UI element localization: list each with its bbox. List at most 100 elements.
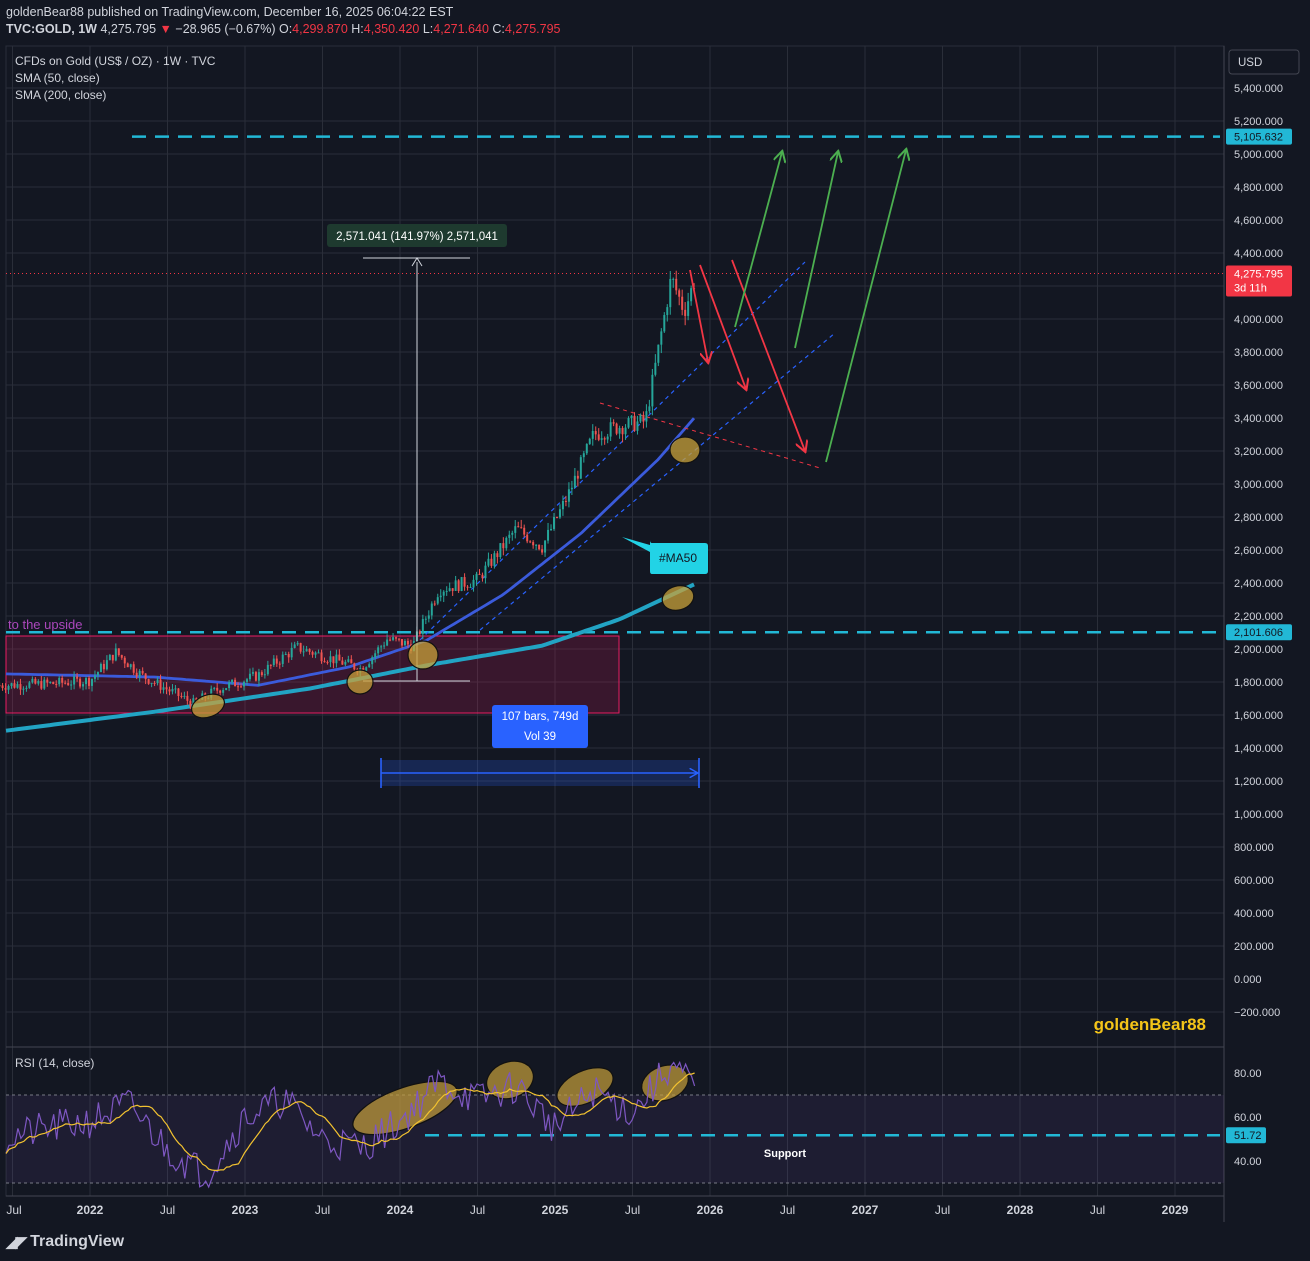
date-range-label-bars: 107 bars, 749d — [502, 711, 579, 723]
candle-body — [490, 558, 493, 566]
candle-body — [234, 679, 237, 687]
open-value: 4,299.870 — [292, 22, 348, 36]
currency-button[interactable] — [1228, 49, 1300, 75]
candle-body — [1, 685, 4, 689]
candle-body — [171, 689, 174, 692]
green-arrow-2[interactable] — [794, 152, 838, 349]
candle-body — [323, 661, 326, 663]
candle-body — [159, 679, 162, 690]
price-change: −28.965 (−0.67%) — [175, 22, 276, 36]
candle-body — [284, 653, 287, 655]
lower-trendline[interactable] — [479, 332, 836, 631]
candle-body — [58, 677, 61, 685]
candle-body — [576, 475, 579, 479]
rsi-scale-ticks[interactable]: 80.00 60.00 40.00 — [1234, 1068, 1262, 1168]
price-tick-label: 4,600.000 — [1234, 215, 1283, 227]
touch-ellipse-1[interactable] — [188, 690, 227, 722]
candle-body — [624, 427, 627, 435]
candle-body — [541, 549, 544, 553]
candle-body — [132, 664, 135, 673]
chart-header: goldenBear88 published on TradingView.co… — [6, 4, 561, 38]
candle-body — [544, 540, 547, 553]
candle-body — [535, 544, 538, 546]
candle-body — [424, 618, 427, 620]
candle-body — [61, 677, 64, 683]
candle-body — [660, 331, 663, 345]
candle-body — [326, 662, 329, 664]
sma200-legend[interactable]: SMA (200, close) — [15, 88, 106, 102]
candle-body — [585, 443, 588, 454]
candle-body — [651, 374, 654, 407]
horizontal-gridlines — [6, 87, 1224, 1013]
candle-body — [183, 695, 186, 697]
candle-body — [600, 438, 603, 440]
sma50-legend[interactable]: SMA (50, close) — [15, 71, 100, 85]
candle-body — [290, 647, 293, 658]
candle-body — [371, 657, 374, 665]
time-tick-label: Jul — [625, 1203, 640, 1217]
candle-body — [442, 591, 445, 596]
rsi-legend[interactable]: RSI (14, close) — [15, 1056, 94, 1070]
touch-ellipse-5[interactable] — [659, 582, 696, 613]
red-arrow-1[interactable] — [689, 269, 708, 362]
candle-body — [523, 527, 526, 535]
candle-body — [487, 558, 490, 566]
candle-body — [365, 667, 368, 672]
candlestick-series[interactable] — [0, 270, 696, 710]
candle-body — [320, 652, 323, 662]
candle-body — [245, 679, 248, 682]
candle-body — [657, 344, 660, 363]
time-tick-label: 2026 — [697, 1203, 724, 1217]
touch-ellipse-2[interactable] — [346, 669, 374, 695]
red-arrow-3[interactable] — [731, 259, 805, 451]
candle-body — [162, 687, 165, 690]
time-tick-label: 2024 — [387, 1203, 414, 1217]
candle-body — [418, 631, 421, 634]
sma50-line[interactable] — [5, 417, 696, 687]
red-arrow-2[interactable] — [699, 264, 746, 389]
candle-body — [368, 664, 371, 668]
measure-label-box[interactable] — [327, 224, 507, 247]
candle-body — [597, 434, 600, 440]
time-scale-ticks[interactable]: Jul 2022 Jul 2023 Jul 2024 Jul 2025 Jul 2026 Jul 20… — [6, 1203, 1188, 1217]
rsi-band — [6, 1095, 1224, 1183]
tradingview-logo[interactable]: ◢◤ TradingView — [6, 1233, 124, 1251]
time-tick-label: Jul — [470, 1203, 485, 1217]
price-tick-label: 800.000 — [1234, 842, 1274, 854]
rsi-line[interactable] — [5, 1060, 696, 1189]
candle-body — [43, 679, 46, 689]
candle-body — [19, 684, 22, 690]
candle-body — [579, 457, 582, 479]
candle-body — [502, 543, 505, 549]
candle-body — [445, 591, 448, 593]
upside-label: to the upside — [8, 617, 82, 632]
rsi-tick-label: 80.00 — [1234, 1068, 1262, 1080]
candle-body — [52, 681, 55, 685]
candle-body — [380, 646, 383, 648]
ma50-callout-bubble[interactable] — [622, 537, 708, 574]
candle-body — [79, 678, 82, 687]
candle-body — [463, 577, 466, 587]
date-range-label-box[interactable] — [492, 705, 588, 748]
price-scale-ticks[interactable]: 5,400.000 5,200.000 5,000.000 4,800.000 4,60… — [1234, 83, 1283, 1019]
upper-trendline[interactable] — [419, 261, 806, 641]
candle-body — [678, 290, 681, 297]
support-price-tag — [1226, 624, 1292, 641]
candle-body — [22, 688, 25, 690]
candle-body — [493, 553, 496, 566]
resistance-trendline[interactable] — [599, 402, 821, 469]
candle-body — [514, 526, 517, 533]
touch-ellipse-4[interactable] — [669, 436, 701, 464]
green-arrow-1[interactable] — [734, 152, 782, 328]
green-arrow-3[interactable] — [825, 150, 906, 463]
candle-body — [177, 688, 180, 697]
candle-body — [362, 668, 365, 672]
close-label: C: — [492, 22, 505, 36]
instrument-legend[interactable]: CFDs on Gold (US$ / OZ) · 1W · TVC — [15, 54, 216, 68]
candle-body — [93, 675, 96, 679]
candle-body — [505, 537, 508, 549]
touch-ellipse-3[interactable] — [407, 640, 439, 670]
rsi-ma-line[interactable] — [5, 1072, 695, 1171]
candle-body — [129, 664, 132, 668]
